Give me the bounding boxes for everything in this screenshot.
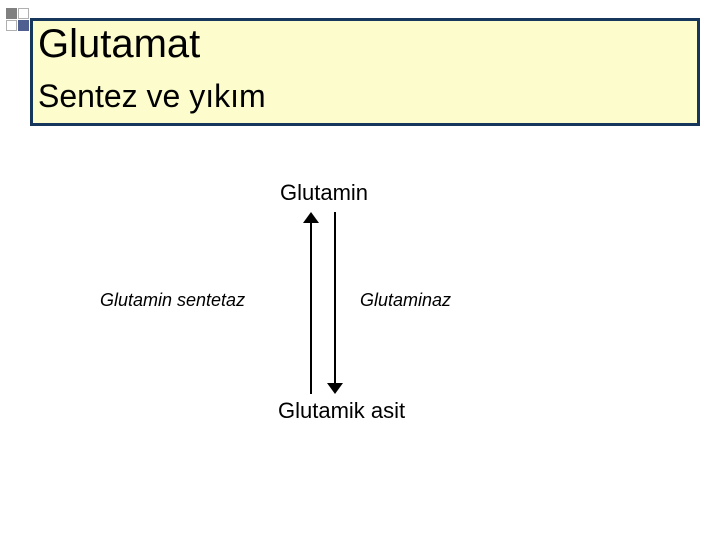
diagram-bottom-label: Glutamik asit [278,398,405,424]
arrow-up-head-icon [303,212,319,223]
arrow-down [334,212,336,386]
slide: Glutamat Sentez ve yıkım Glutamin Glutam… [0,0,720,540]
deco-square [18,8,29,19]
deco-square [6,8,17,19]
deco-square [6,20,17,31]
arrow-up [310,220,312,394]
slide-title-line1: Glutamat [38,22,200,67]
diagram-right-label: Glutaminaz [360,290,451,311]
slide-title-line2: Sentez ve yıkım [38,78,266,115]
arrow-down-head-icon [327,383,343,394]
diagram-top-label: Glutamin [280,180,368,206]
deco-square [18,20,29,31]
diagram-left-label: Glutamin sentetaz [100,290,245,311]
